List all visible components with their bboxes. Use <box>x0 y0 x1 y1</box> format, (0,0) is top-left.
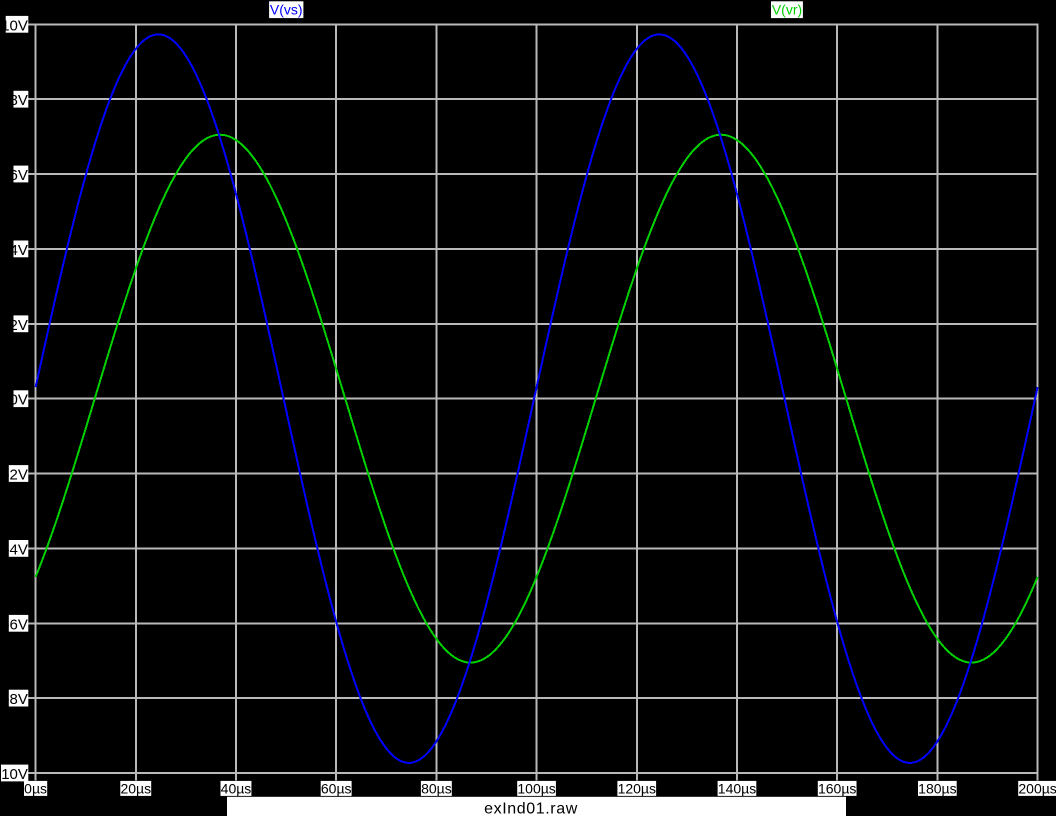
svg-text:0V: 0V <box>10 392 28 409</box>
svg-text:-6V: -6V <box>5 616 28 633</box>
svg-text:4V: 4V <box>10 242 28 259</box>
svg-text:8V: 8V <box>10 92 28 109</box>
svg-text:exInd01.raw: exInd01.raw <box>484 800 578 816</box>
svg-text:60µs: 60µs <box>321 780 352 796</box>
svg-text:-2V: -2V <box>5 467 28 484</box>
svg-text:80µs: 80µs <box>421 780 452 796</box>
svg-text:V(vs): V(vs) <box>270 1 303 17</box>
svg-text:-4V: -4V <box>5 541 28 558</box>
svg-text:2V: 2V <box>10 317 28 334</box>
svg-text:V(vr): V(vr) <box>772 1 802 17</box>
svg-text:100µs: 100µs <box>517 780 555 796</box>
svg-text:10V: 10V <box>1 17 28 34</box>
svg-text:200µs: 200µs <box>1018 780 1056 796</box>
svg-text:20µs: 20µs <box>120 780 151 796</box>
svg-text:0µs: 0µs <box>24 780 47 796</box>
svg-text:-10V: -10V <box>0 766 28 783</box>
svg-text:140µs: 140µs <box>718 780 756 796</box>
svg-text:180µs: 180µs <box>918 780 956 796</box>
svg-text:40µs: 40µs <box>221 780 252 796</box>
svg-text:120µs: 120µs <box>618 780 656 796</box>
svg-text:-8V: -8V <box>5 691 28 708</box>
svg-text:6V: 6V <box>10 167 28 184</box>
svg-text:160µs: 160µs <box>818 780 856 796</box>
